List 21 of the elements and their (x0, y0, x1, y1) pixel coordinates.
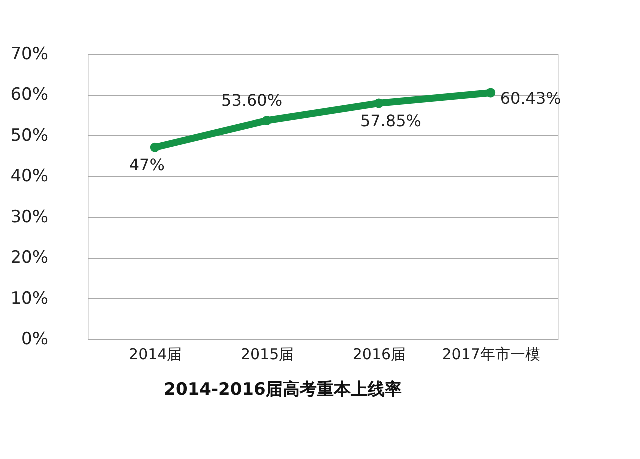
point (374, 98, 384, 108)
data-label: 47% (129, 156, 165, 175)
y-tick-label: 60% (10, 85, 48, 106)
x-tick-label: 2016届 (352, 346, 406, 364)
x-tick-label: 2017年市一模 (442, 346, 540, 364)
y-tick-label: 70% (10, 44, 48, 64)
point (150, 142, 160, 152)
y-tick-label: 40% (10, 166, 48, 187)
text: 2014-2016届高考重本上线率 (164, 380, 402, 400)
x-tick-label: 2014届 (129, 346, 182, 364)
x-tick-label: 2015届 (240, 346, 294, 364)
point (262, 116, 272, 126)
y-tick-label: 50% (10, 126, 48, 146)
y-tick-label: 20% (10, 248, 48, 268)
data-label: 57.85% (360, 111, 422, 130)
y-tick-label: 30% (10, 207, 48, 228)
data-label: 60.43% (500, 88, 562, 108)
y-tick-label: 0% (22, 330, 48, 350)
y-tick-label: 10% (10, 288, 48, 309)
data-label: 53.60% (222, 90, 283, 110)
point (486, 88, 496, 98)
